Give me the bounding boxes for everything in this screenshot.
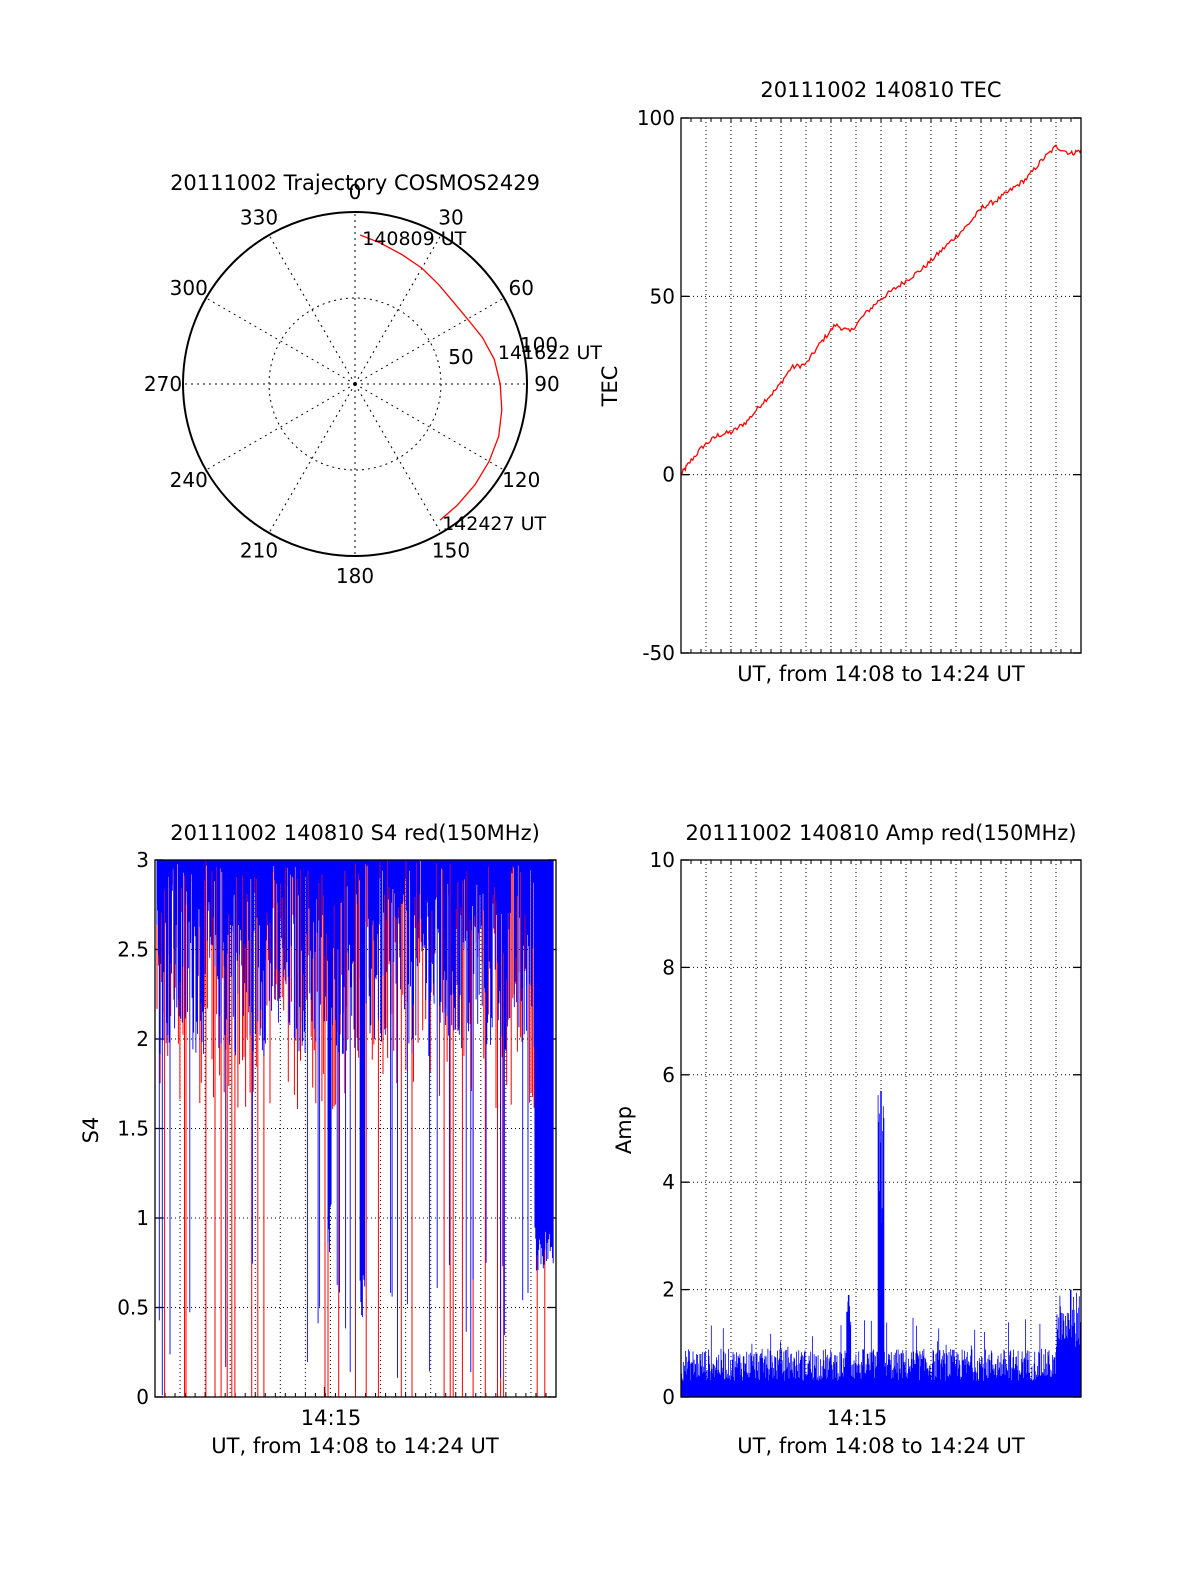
- tec-ylabel: TEC: [598, 366, 622, 408]
- y-tick-label: 0: [136, 1385, 149, 1409]
- tec-chart: 20111002 140810 TEC -50 0 50 100 UT, from 1…: [598, 78, 1082, 686]
- polar-trajectory-chart: 20111002 Trajectory COSMOS2429 0 30 60 90 12…: [144, 171, 603, 588]
- polar-angle-label: 300: [170, 276, 208, 300]
- tec-frame: [680, 117, 1082, 654]
- polar-angle-label: 0: [349, 180, 362, 204]
- polar-spoke: [354, 297, 505, 385]
- tec-series-line: [680, 144, 1082, 476]
- polar-radial-labels: 50 100: [448, 333, 558, 369]
- s4-y-ticks: 0 0.5 1 1.5 2 2.5 3: [117, 848, 149, 1409]
- polar-outer-circle: [182, 211, 528, 557]
- tec-grid: [680, 117, 1082, 654]
- y-tick-label: 2: [136, 1027, 149, 1051]
- amp-chart: 20111002 140810 Amp red(150MHz) 0246810 …: [612, 821, 1082, 1458]
- y-tick-label: 10: [650, 848, 675, 872]
- polar-time-label: 140809 UT: [362, 228, 466, 250]
- s4-ylabel: S4: [79, 1117, 103, 1144]
- polar-radial-label: 50: [448, 345, 473, 369]
- amp-frame: [680, 859, 1082, 1398]
- polar-angle-label: 30: [438, 206, 463, 230]
- polar-angle-label: 240: [170, 468, 208, 492]
- polar-spoke: [354, 383, 442, 534]
- s4-blue-series: [156, 860, 554, 1396]
- y-tick-label: 0: [662, 1385, 675, 1409]
- amp-ylabel: Amp: [612, 1106, 636, 1154]
- polar-angle-label: 330: [240, 206, 278, 230]
- polar-spoke: [205, 297, 356, 385]
- y-tick-label: 1: [136, 1206, 149, 1230]
- polar-time-label: 142427 UT: [442, 513, 546, 535]
- tec-title: 20111002 140810 TEC: [760, 78, 1001, 102]
- polar-time-label: 141622 UT: [498, 342, 602, 364]
- s4-title: 20111002 140810 S4 red(150MHz): [170, 821, 540, 845]
- polar-radial-label: 100: [520, 333, 558, 357]
- polar-angle-label: 90: [534, 372, 559, 396]
- y-tick-label: 6: [662, 1063, 675, 1087]
- y-tick-label: 0.5: [117, 1296, 149, 1320]
- s4-xtick-label: 14:15: [301, 1406, 362, 1430]
- y-tick-label: 2.5: [117, 938, 149, 962]
- y-tick-label: 2: [662, 1278, 675, 1302]
- y-tick-label: -50: [642, 641, 675, 665]
- trajectory-line: [359, 234, 503, 521]
- s4-frame: [154, 859, 557, 1398]
- tec-y-ticks: -50 0 50 100: [637, 106, 675, 665]
- polar-angle-labels: 0 30 60 90 120 150 180 210 240 270 300 330: [144, 180, 560, 588]
- tec-xlabel: UT, from 14:08 to 14:24 UT: [737, 662, 1025, 686]
- polar-angle-label: 210: [240, 538, 278, 562]
- s4-series: [156, 860, 554, 1397]
- polar-spoke: [268, 234, 356, 385]
- y-tick-label: 8: [662, 955, 675, 979]
- polar-grid: [182, 211, 528, 557]
- amp-xtick-label: 14:15: [827, 1406, 888, 1430]
- y-tick-label: 4: [662, 1170, 675, 1194]
- polar-angle-label: 60: [509, 276, 534, 300]
- y-tick-label: 3: [136, 848, 149, 872]
- polar-spoke: [354, 234, 442, 385]
- y-tick-label: 100: [637, 106, 675, 130]
- polar-angle-label: 180: [336, 564, 374, 588]
- amp-y-ticks: 0 2 4 6 8 10: [650, 848, 675, 1409]
- polar-angle-label: 150: [432, 538, 470, 562]
- y-tick-label: 1.5: [117, 1117, 149, 1141]
- polar-angle-label: 270: [144, 372, 182, 396]
- s4-xlabel: UT, from 14:08 to 14:24 UT: [211, 1434, 499, 1458]
- amp-xlabel: UT, from 14:08 to 14:24 UT: [737, 1434, 1025, 1458]
- polar-spoke: [205, 383, 356, 471]
- polar-angle-label: 120: [502, 468, 540, 492]
- amp-series: [680, 1090, 1081, 1397]
- amp-title: 20111002 140810 Amp red(150MHz): [685, 821, 1076, 845]
- polar-title: 20111002 Trajectory COSMOS2429: [170, 171, 540, 195]
- y-tick-label: 50: [650, 284, 675, 308]
- polar-spoke: [354, 383, 505, 471]
- y-tick-label: 0: [662, 463, 675, 487]
- s4-chart: 20111002 140810 S4 red(150MHz) 0 0.5 1 1.5 2…: [79, 821, 557, 1458]
- polar-spoke: [268, 383, 356, 534]
- polar-time-labels: 140809 UT 141622 UT 142427 UT: [362, 228, 602, 535]
